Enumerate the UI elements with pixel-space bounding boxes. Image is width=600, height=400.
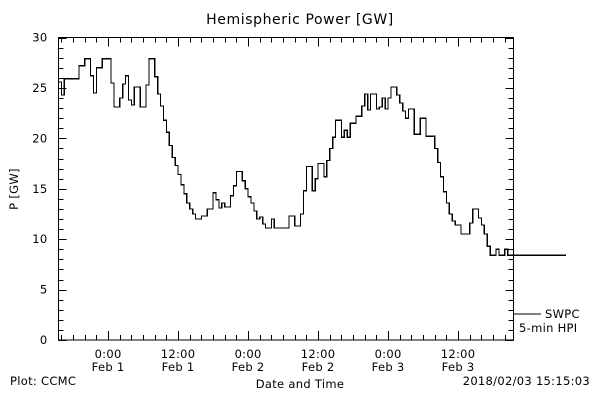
x-tick-label-time: 12:00	[441, 347, 476, 361]
y-tick-label: 15	[32, 182, 47, 196]
x-tick-label-time: 0:00	[235, 347, 262, 361]
x-tick-label-date: Feb 2	[232, 360, 265, 374]
x-axis-label: Date and Time	[256, 377, 344, 391]
chart-title: Hemispheric Power [GW]	[206, 12, 394, 28]
x-tick-label-time: 12:00	[161, 347, 196, 361]
x-tick-label-date: Feb 2	[302, 360, 335, 374]
x-tick-label-time: 0:00	[95, 347, 122, 361]
y-tick-label: 30	[32, 31, 47, 45]
y-tick-label: 0	[40, 333, 48, 347]
x-tick-label-date: Feb 3	[372, 360, 405, 374]
y-tick-label: 25	[32, 81, 47, 95]
x-tick-label-time: 0:00	[375, 347, 402, 361]
x-tick-label-date: Feb 1	[92, 360, 125, 374]
plot-credit: Plot: CCMC	[10, 374, 76, 388]
y-tick-label: 10	[32, 232, 47, 246]
legend-label-swpc: SWPC	[545, 307, 580, 321]
y-tick-label: 20	[32, 131, 47, 145]
y-axis: 0 5 10 15 20 25 30	[32, 31, 514, 347]
plot-frame	[57, 36, 515, 341]
x-tick-label-time: 12:00	[301, 347, 336, 361]
legend: SWPC 5-min HPI	[513, 307, 580, 335]
x-tick-label-date: Feb 3	[442, 360, 475, 374]
y-tick-label: 5	[40, 283, 48, 297]
y-axis-label: P [GW]	[7, 168, 21, 210]
data-series-group	[58, 58, 566, 256]
data-line-0	[58, 58, 514, 256]
x-tick-label-date: Feb 1	[162, 360, 195, 374]
generation-timestamp: 2018/02/03 15:15:03	[463, 374, 590, 388]
legend-sublabel-hpi: 5-min HPI	[519, 321, 577, 335]
